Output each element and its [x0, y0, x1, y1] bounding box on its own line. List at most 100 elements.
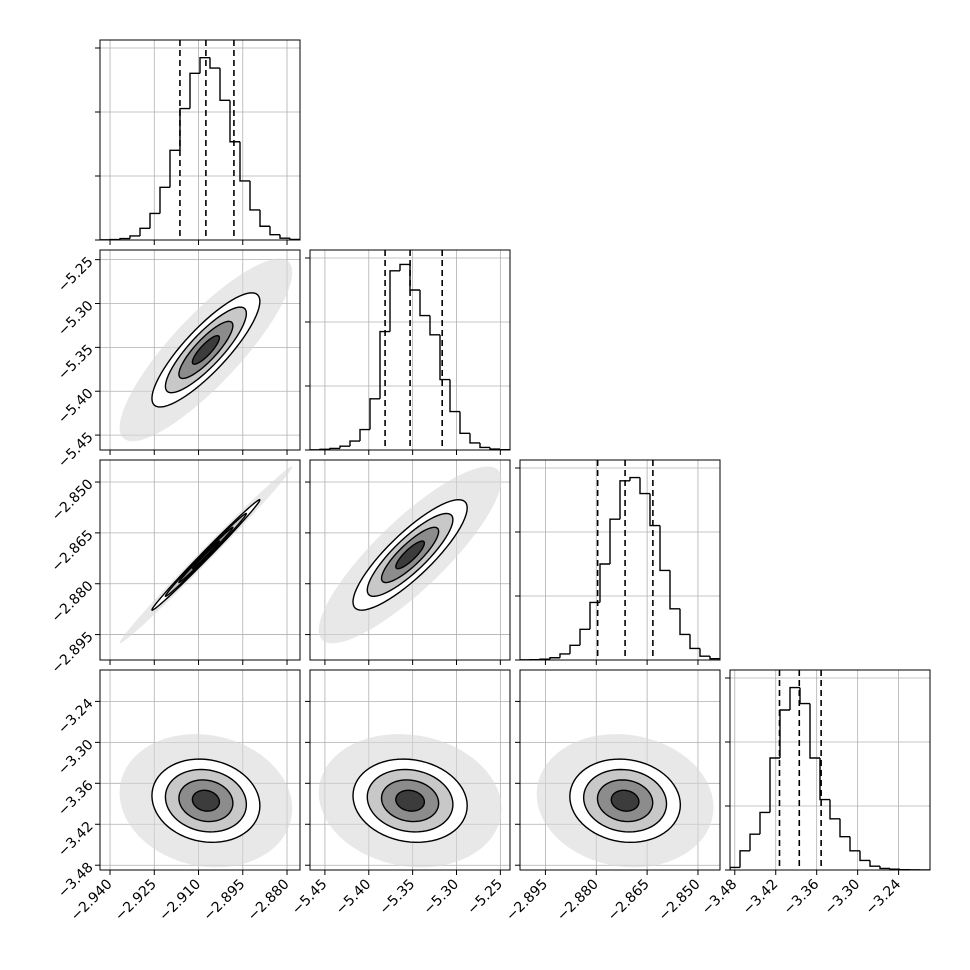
panel-frame: [99, 459, 301, 661]
x-tick-label: −3.24: [863, 876, 905, 918]
y-tick-label: −3.36: [55, 778, 97, 820]
x-tick-label: −5.25: [464, 876, 506, 918]
y-tick-label: −3.42: [55, 819, 97, 861]
hist-bin: [409, 264, 420, 291]
hist-bin: [279, 234, 290, 239]
panel: [310, 250, 510, 450]
x-tick-label: −3.42: [740, 876, 782, 918]
hist-bin: [469, 433, 480, 444]
panel-frame: [99, 39, 301, 241]
hist-bin: [219, 68, 230, 102]
hist-bin: [339, 445, 350, 449]
hist-bin: [789, 686, 800, 710]
x-tick-label: −5.30: [420, 876, 462, 918]
hist-bin: [419, 290, 430, 317]
x-tick-label: −5.35: [377, 876, 419, 918]
x-tick-label: −2.895: [200, 876, 248, 924]
x-tick-label: −2.850: [656, 876, 704, 924]
hist-bin: [879, 866, 890, 870]
hist-bin: [549, 657, 560, 660]
x-tick-label: −5.40: [333, 876, 375, 918]
contour: [395, 789, 426, 812]
panel: [100, 460, 300, 660]
hist-bin: [859, 850, 870, 862]
hist-bin: [699, 648, 710, 657]
y-tick-label: −5.45: [55, 429, 97, 471]
panel: [100, 670, 300, 870]
hist-bin: [289, 238, 300, 240]
hist-bin: [849, 836, 860, 852]
hist-bin: [669, 570, 680, 610]
hist-bin: [839, 818, 850, 838]
contour: [191, 789, 221, 812]
x-tick-label: −2.895: [503, 876, 551, 924]
panel: [310, 460, 510, 660]
hist-bin: [439, 334, 450, 381]
hist-bin: [459, 411, 470, 435]
panel-frame: [309, 459, 511, 661]
panel: [520, 670, 720, 870]
x-tick-label: −3.30: [822, 876, 864, 918]
panel-frame: [309, 249, 511, 451]
hist-bin: [229, 100, 240, 143]
hist-bin: [399, 263, 410, 271]
hist-bin: [889, 868, 900, 870]
hist-bin: [799, 687, 810, 705]
hist-bin: [119, 237, 130, 240]
hist-bin: [349, 440, 360, 447]
hist-bin: [479, 442, 490, 449]
hist-bin: [619, 480, 630, 520]
y-tick-label: −3.24: [55, 696, 97, 738]
hist-bin: [739, 850, 750, 868]
hist-bin: [759, 811, 770, 835]
x-tick-label: −2.925: [112, 876, 160, 924]
panel-frame: [99, 249, 301, 451]
hist-bin: [659, 525, 670, 572]
hist-bin: [139, 227, 150, 236]
panel: [730, 670, 930, 870]
y-tick-label: −2.850: [49, 476, 97, 524]
y-tick-label: −5.25: [55, 254, 97, 296]
hist-bin: [730, 866, 740, 870]
y-tick-label: −2.880: [49, 578, 97, 626]
hist-bin: [369, 398, 380, 430]
hist-bin: [189, 72, 200, 109]
panel-frame: [519, 459, 721, 661]
hist-bin: [569, 644, 580, 654]
contour: [610, 789, 640, 812]
panel-frame: [309, 669, 511, 871]
hist-bin: [159, 186, 170, 214]
hist-bin: [269, 226, 280, 236]
hist-bin: [579, 628, 590, 646]
hist-bin: [239, 141, 250, 182]
hist-bin: [649, 493, 660, 527]
x-tick-label: −5.45: [289, 876, 331, 918]
hist-bin: [639, 477, 650, 495]
hist-bin: [449, 379, 460, 413]
panel: [520, 460, 720, 660]
panel: [100, 250, 300, 450]
hist-bin: [429, 315, 440, 336]
contour: [191, 540, 221, 570]
hist-bin: [559, 653, 570, 658]
hist-bin: [129, 235, 140, 239]
hist-bin: [589, 601, 600, 630]
hist-bin: [259, 209, 270, 227]
panel: [100, 40, 300, 240]
hist-bin: [809, 703, 820, 759]
hist-bin: [749, 833, 760, 851]
y-tick-label: −3.30: [55, 737, 97, 779]
hist-bin: [769, 757, 780, 813]
hist-bin: [819, 758, 830, 801]
hist-bin: [709, 656, 720, 660]
hist-bin: [249, 180, 260, 211]
hist-bin: [829, 799, 840, 820]
x-tick-label: −3.36: [781, 876, 823, 918]
y-tick-label: −5.30: [55, 298, 97, 340]
panel-frame: [519, 669, 721, 871]
y-tick-label: −2.895: [49, 629, 97, 677]
hist-bin: [599, 563, 610, 603]
panel-frame: [99, 669, 301, 871]
y-tick-label: −5.35: [55, 342, 97, 384]
